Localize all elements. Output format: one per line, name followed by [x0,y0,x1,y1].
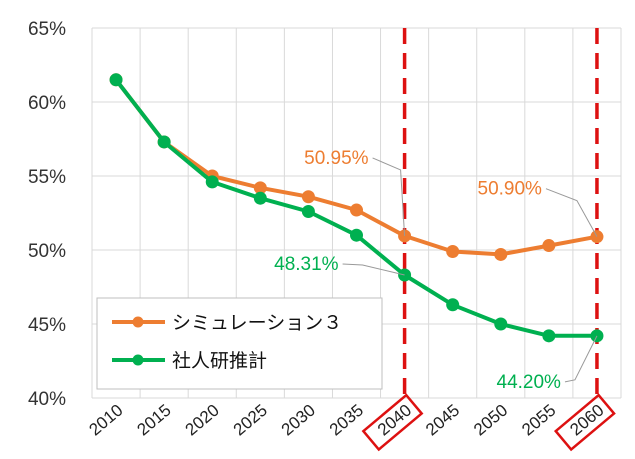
y-tick-label: 55% [28,167,66,188]
x-tick: 2045 [422,401,463,440]
x-tick: 2015 [134,401,175,440]
x-tick-label: 2055 [518,401,559,440]
x-tick-highlight-box [361,393,424,452]
x-tick-label: 2040 [374,401,415,440]
x-tick-label: 2025 [230,401,271,440]
data-point [542,329,556,343]
x-tick-label: 2010 [85,401,126,440]
x-axis: 2010 2015 2020 2025 2030 2035 2040 2045 2050 2055… [85,393,616,452]
data-point [109,73,123,87]
legend-marker-1 [132,354,144,366]
x-tick: 2035 [326,401,367,440]
data-point [350,203,363,217]
data-point [301,205,315,219]
data-point [253,181,267,195]
data-point [542,239,556,253]
y-tick-label: 40% [28,389,66,410]
legend-label-1: 社人研推計 [172,350,267,372]
data-point [205,175,219,189]
x-tick-label: 2020 [182,401,223,440]
legend: シミュレーション３ 社人研推計 [96,297,383,390]
x-tick-label: 2035 [326,401,367,440]
data-point [446,244,460,258]
legend-marker-0 [132,316,144,328]
annotation-label: 50.90% [478,179,543,200]
data-point [494,317,508,331]
y-axis: 40% 45% 50% 55% 60% 65% [28,19,66,410]
x-tick: 2050 [470,401,511,440]
x-tick: 2025 [230,401,271,440]
annotation-leader [545,188,598,237]
x-tick-label: 2060 [566,401,607,440]
data-point [157,135,171,149]
data-point [446,298,460,312]
legend-box [96,297,383,390]
x-tick-highlight-box [553,393,616,452]
x-tick-label: 2015 [134,401,175,440]
annotation-label: 48.31% [274,254,339,275]
annotations: 50.95% 50.90% 48.31% 44.20% [274,148,598,393]
legend-label-0: シミュレーション３ [172,313,342,334]
data-point [494,247,508,261]
y-tick-label: 50% [28,241,66,262]
data-point [253,191,267,205]
annotation-label: 50.95% [304,148,369,169]
highlight-lines [402,28,599,398]
data-point [350,228,363,242]
annotation-label: 44.20% [497,372,562,393]
x-tick: 2040 [361,393,424,452]
x-tick: 2055 [518,401,559,440]
y-tick-label: 65% [28,19,66,40]
x-tick-label: 2045 [422,401,463,440]
x-tick: 2030 [278,401,319,440]
x-tick: 2010 [85,401,126,440]
y-tick-label: 60% [28,93,66,114]
annotation-leader [564,335,598,383]
x-tick: 2020 [182,401,223,440]
x-tick: 2060 [553,393,616,452]
data-point [301,190,315,204]
annotation-leader [372,157,406,236]
x-tick-label: 2050 [470,401,511,440]
annotation-leader [342,263,405,276]
x-tick-label: 2030 [278,401,319,440]
y-tick-label: 45% [28,315,66,336]
